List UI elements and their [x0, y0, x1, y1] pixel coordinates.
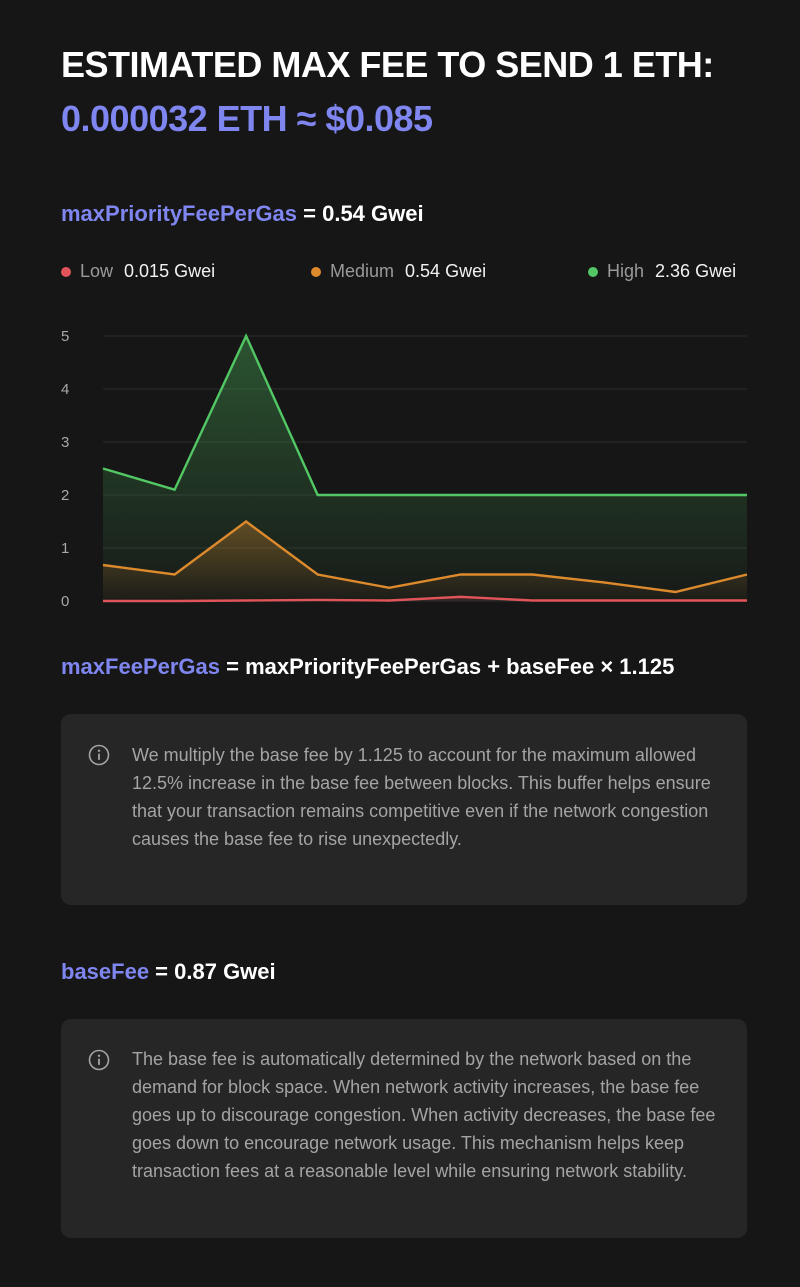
- y-tick-label: 5: [61, 328, 69, 345]
- legend-item-low[interactable]: Low 0.015 Gwei: [61, 261, 215, 282]
- chart-legend: Low 0.015 Gwei Medium 0.54 Gwei High 2.3…: [61, 261, 747, 283]
- info-text: We multiply the base fee by 1.125 to acc…: [132, 745, 711, 849]
- base-fee-heading: baseFee = 0.87 Gwei: [61, 959, 276, 985]
- legend-name: High: [607, 261, 645, 281]
- legend-item-medium[interactable]: Medium 0.54 Gwei: [311, 261, 486, 282]
- fee-estimate-value: 0.000032 ETH ≈ $0.085: [61, 98, 433, 139]
- legend-name: Medium: [330, 261, 395, 281]
- low-dot-icon: [61, 266, 71, 277]
- y-tick-label: 3: [61, 434, 69, 451]
- legend-value: 2.36 Gwei: [655, 261, 737, 281]
- y-tick-label: 0: [61, 593, 69, 610]
- legend-value: 0.54 Gwei: [405, 261, 487, 281]
- medium-dot-icon: [311, 266, 321, 277]
- base-fee-label: baseFee: [61, 959, 150, 984]
- legend-name: Low: [80, 261, 114, 281]
- page-title: ESTIMATED MAX FEE TO SEND 1 ETH:: [61, 44, 714, 85]
- series-line-medium: [102, 520, 748, 594]
- y-tick-label: 1: [61, 540, 69, 557]
- y-tick-label: 4: [61, 381, 69, 398]
- info-text: The base fee is automatically determined…: [132, 1049, 716, 1181]
- priority-fee-heading: maxPriorityFeePerGas = 0.54 Gwei: [61, 201, 424, 227]
- priority-fee-label: maxPriorityFeePerGas: [61, 201, 298, 226]
- formula-label: maxFeePerGas: [61, 654, 220, 679]
- formula-heading: maxFeePerGas = maxPriorityFeePerGas + ba…: [61, 654, 674, 680]
- base-fee-value: = 0.87 Gwei: [149, 959, 276, 984]
- info-icon: [88, 744, 110, 766]
- series-line-low: [103, 595, 747, 603]
- info-icon: [88, 1049, 110, 1071]
- priority-fee-value: = 0.54 Gwei: [297, 201, 424, 226]
- series-line-high: [102, 333, 747, 497]
- formula-expression: = maxPriorityFeePerGas + baseFee × 1.125: [220, 654, 675, 679]
- gas-fee-chart: 0 1 2 3 4 5: [61, 328, 748, 610]
- info-box-multiplier: We multiply the base fee by 1.125 to acc…: [61, 714, 747, 905]
- info-box-base-fee: The base fee is automatically determined…: [61, 1019, 747, 1238]
- y-tick-label: 2: [61, 487, 69, 504]
- legend-value: 0.015 Gwei: [124, 261, 216, 281]
- high-dot-icon: [588, 266, 598, 277]
- legend-item-high[interactable]: High 2.36 Gwei: [588, 261, 736, 282]
